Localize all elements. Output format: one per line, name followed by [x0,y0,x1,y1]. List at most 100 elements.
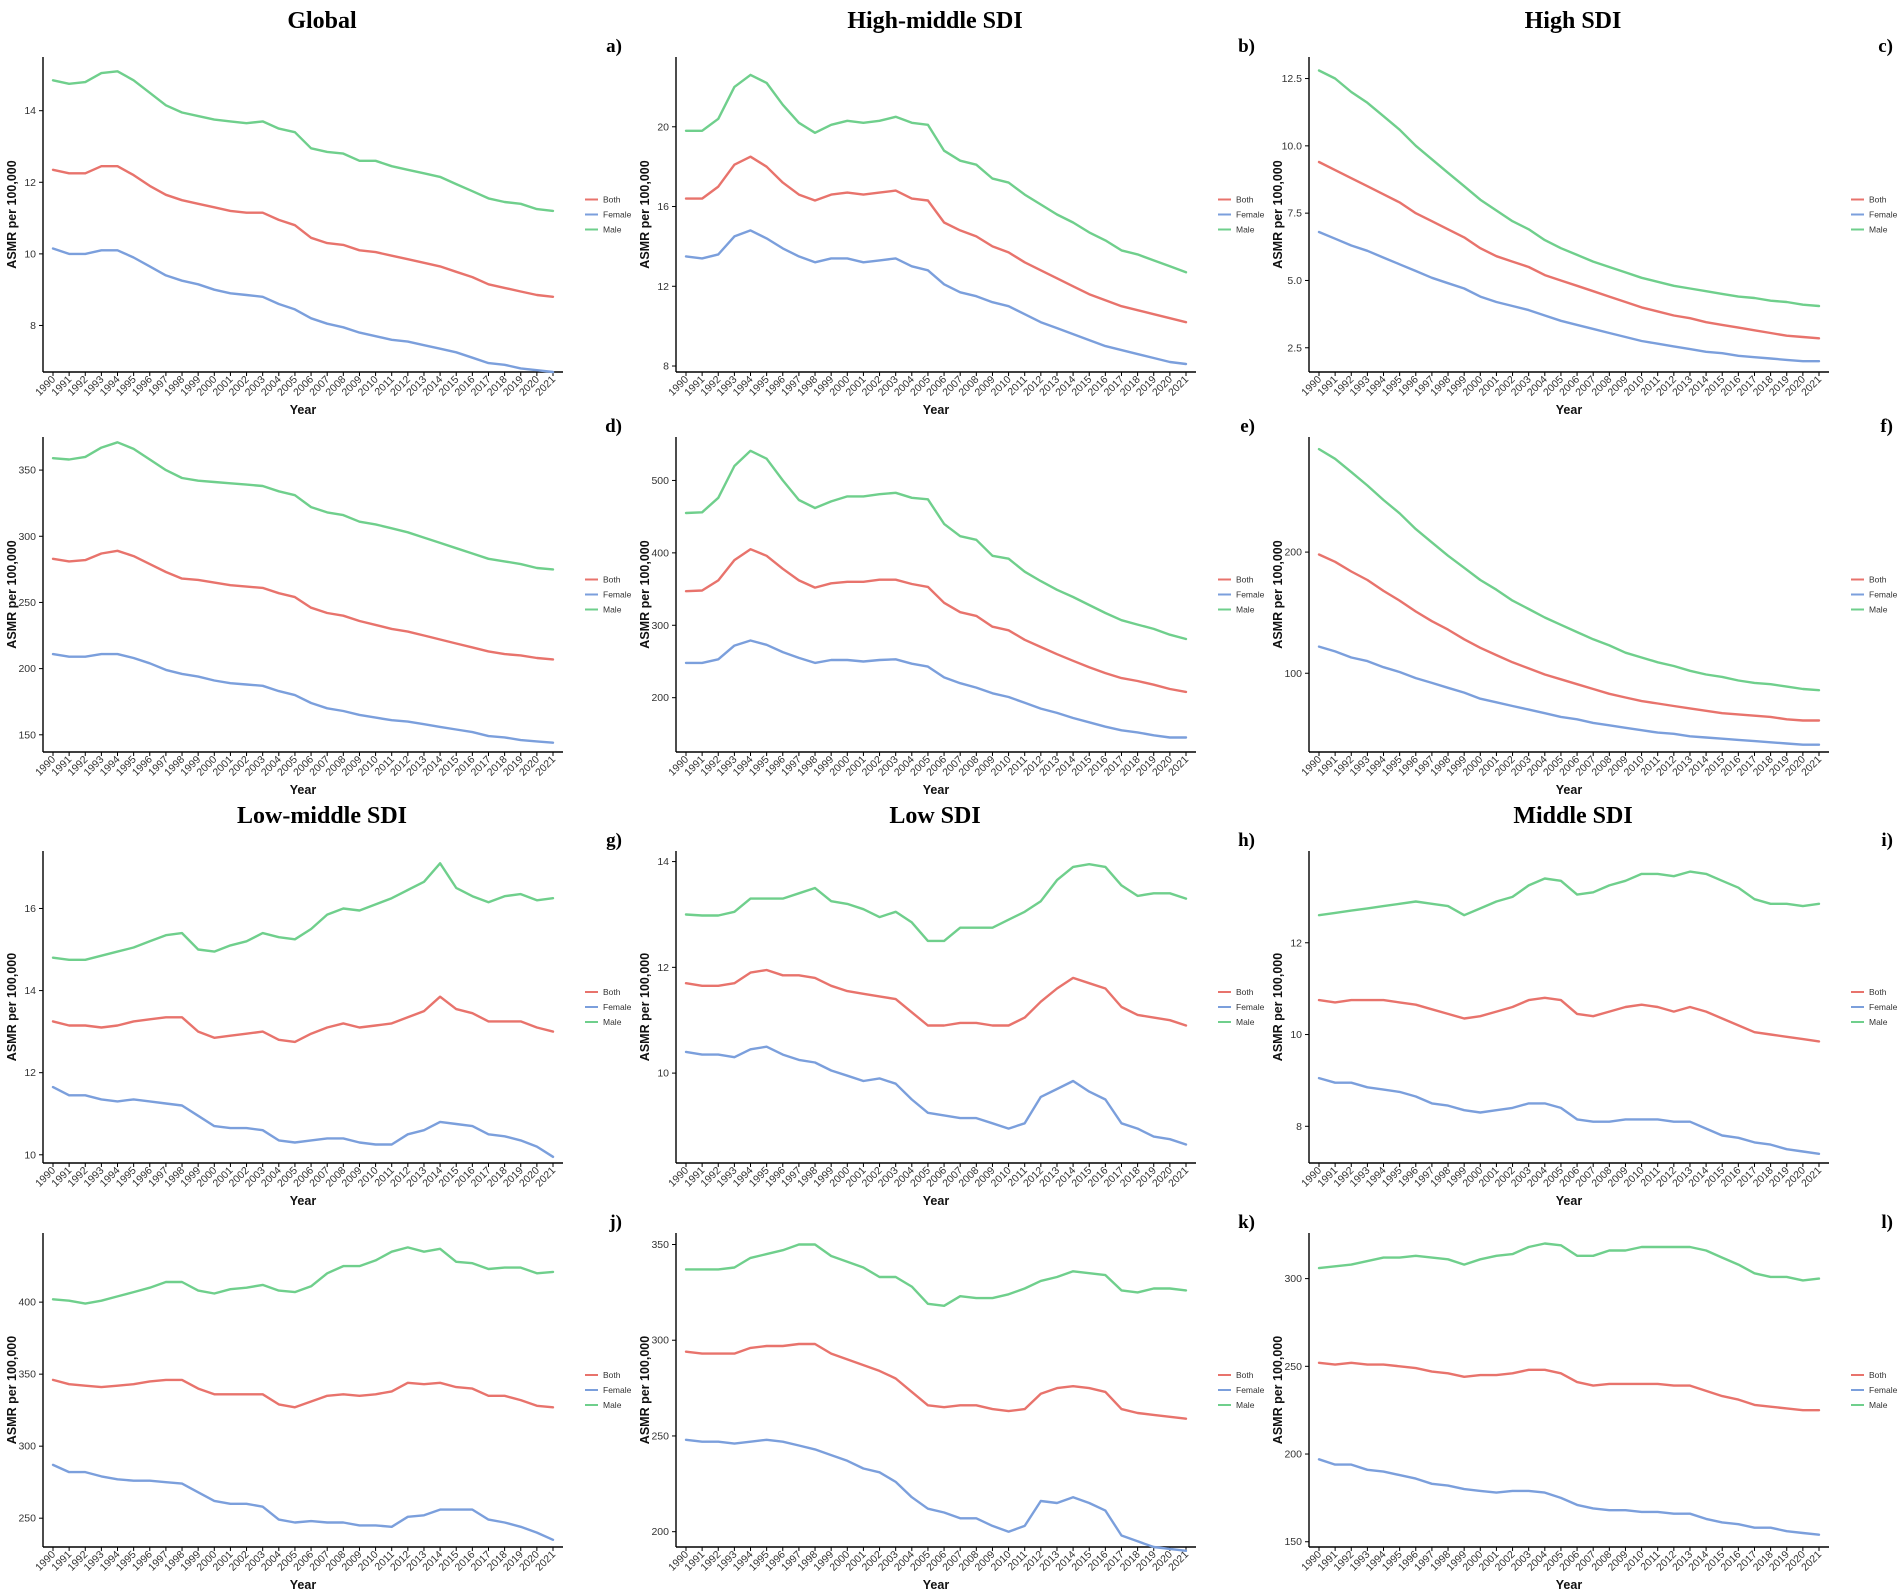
y-tick-label: 150 [1284,1536,1302,1548]
group-title-global: Global [287,8,357,34]
y-tick-label: 10 [24,248,36,260]
series-line-male [1317,1242,1821,1282]
series-line-both [684,155,1188,324]
y-axis-title: ASMR per 100,000 [638,160,652,268]
y-tick-label: 400 [651,547,669,559]
series-line-both [684,968,1188,1027]
panel-l: 1502002503001990199119921993199419951996… [1271,1212,1898,1590]
y-tick-label: 350 [18,1369,36,1381]
series-line-female [684,1045,1188,1146]
series-line-male [684,863,1188,943]
series-line-both [51,164,555,298]
x-axis-title: Year [290,1578,317,1590]
series-line-both [684,548,1188,694]
x-axis-title: Year [923,1194,950,1208]
legend-label-female: Female [1869,210,1898,220]
y-tick-label: 500 [651,475,669,487]
legend-label-male: Male [603,1017,622,1027]
y-tick-label: 7.5 [1287,208,1302,220]
panel-label: i) [1881,830,1893,851]
y-tick-label: 100 [1284,668,1302,680]
series-line-male [51,70,555,213]
y-axis-title: ASMR per 100,000 [5,1336,19,1444]
legend-label-male: Male [603,225,622,235]
series-line-both [51,1378,555,1409]
panel-e: 2003004005001990199119921993199419951996… [638,416,1265,797]
legend-label-female: Female [1236,590,1265,600]
y-tick-label: 300 [18,531,36,543]
series-line-male [51,1246,555,1305]
panel-label: d) [605,416,622,437]
y-tick-label: 16 [24,903,36,915]
y-tick-label: 10.0 [1282,140,1303,152]
y-tick-label: 200 [1284,1449,1302,1461]
series-line-male [1317,447,1821,692]
series-line-male [684,449,1188,641]
y-tick-label: 400 [18,1297,36,1309]
y-axis-title: ASMR per 100,000 [5,953,19,1061]
y-tick-label: 200 [1284,547,1302,559]
panel-label: a) [606,36,622,57]
legend-label-male: Male [1236,1400,1255,1410]
series-line-female [1317,645,1821,746]
legend-label-male: Male [1869,225,1888,235]
y-tick-label: 350 [18,465,36,477]
x-axis-title: Year [1556,783,1583,797]
series-line-male [51,441,555,571]
legend-label-male: Male [1236,605,1255,615]
series-line-both [1317,1361,1821,1412]
y-axis-title: ASMR per 100,000 [5,540,19,648]
y-tick-label: 200 [651,692,669,704]
legend-label-female: Female [1236,1385,1265,1395]
y-axis-title: ASMR per 100,000 [1271,1336,1285,1444]
y-tick-label: 300 [651,1335,669,1347]
legend-label-both: Both [1236,987,1254,997]
legend-label-both: Both [1869,1370,1887,1380]
legend-label-male: Male [1236,225,1255,235]
legend-label-male: Male [603,605,622,615]
series-line-both [1317,996,1821,1043]
panel-g: 1012141619901991199219931994199519961997… [5,830,632,1208]
legend-label-female: Female [1869,1385,1898,1395]
legend-label-both: Both [1236,195,1254,205]
series-line-female [1317,1458,1821,1536]
series-line-female [684,639,1188,739]
series-line-male [51,862,555,961]
panel-k: 2002503003501990199119921993199419951996… [638,1212,1265,1590]
panel-d: 1502002503003501990199119921993199419951… [5,416,632,797]
series-line-female [51,1463,555,1542]
legend-label-female: Female [603,1385,632,1395]
series-line-female [1317,1076,1821,1156]
y-tick-label: 250 [1284,1361,1302,1373]
series-line-female [684,229,1188,366]
panel-label: k) [1238,1212,1255,1233]
series-line-male [1317,870,1821,917]
y-tick-label: 250 [18,1513,36,1525]
x-axis-title: Year [1556,403,1583,417]
y-tick-label: 12 [1290,937,1302,949]
y-axis-title: ASMR per 100,000 [638,953,652,1061]
y-tick-label: 150 [18,729,36,741]
x-axis-title: Year [923,1578,950,1590]
series-line-male [1317,69,1821,308]
y-tick-label: 14 [24,985,36,997]
legend-label-both: Both [603,195,621,205]
legend-label-both: Both [603,1370,621,1380]
y-tick-label: 2.5 [1287,342,1302,354]
panel-i: 8101219901991199219931994199519961997199… [1271,830,1898,1208]
y-axis-title: ASMR per 100,000 [5,160,19,268]
legend-label-female: Female [1869,590,1898,600]
y-axis-title: ASMR per 100,000 [1271,160,1285,268]
y-axis-title: ASMR per 100,000 [638,1336,652,1444]
y-tick-label: 300 [1284,1273,1302,1285]
panel-label: e) [1240,416,1255,437]
legend-label-female: Female [603,1002,632,1012]
panel-h: 1012141990199119921993199419951996199719… [638,830,1265,1208]
panel-a: 8101214199019911992199319941995199619971… [5,36,632,417]
panel-label: h) [1238,830,1255,851]
legend-label-both: Both [603,575,621,585]
group-title-high-sdi: High SDI [1525,8,1622,34]
y-tick-label: 8 [663,361,669,373]
x-axis-title: Year [1556,1194,1583,1208]
legend-label-male: Male [603,1400,622,1410]
